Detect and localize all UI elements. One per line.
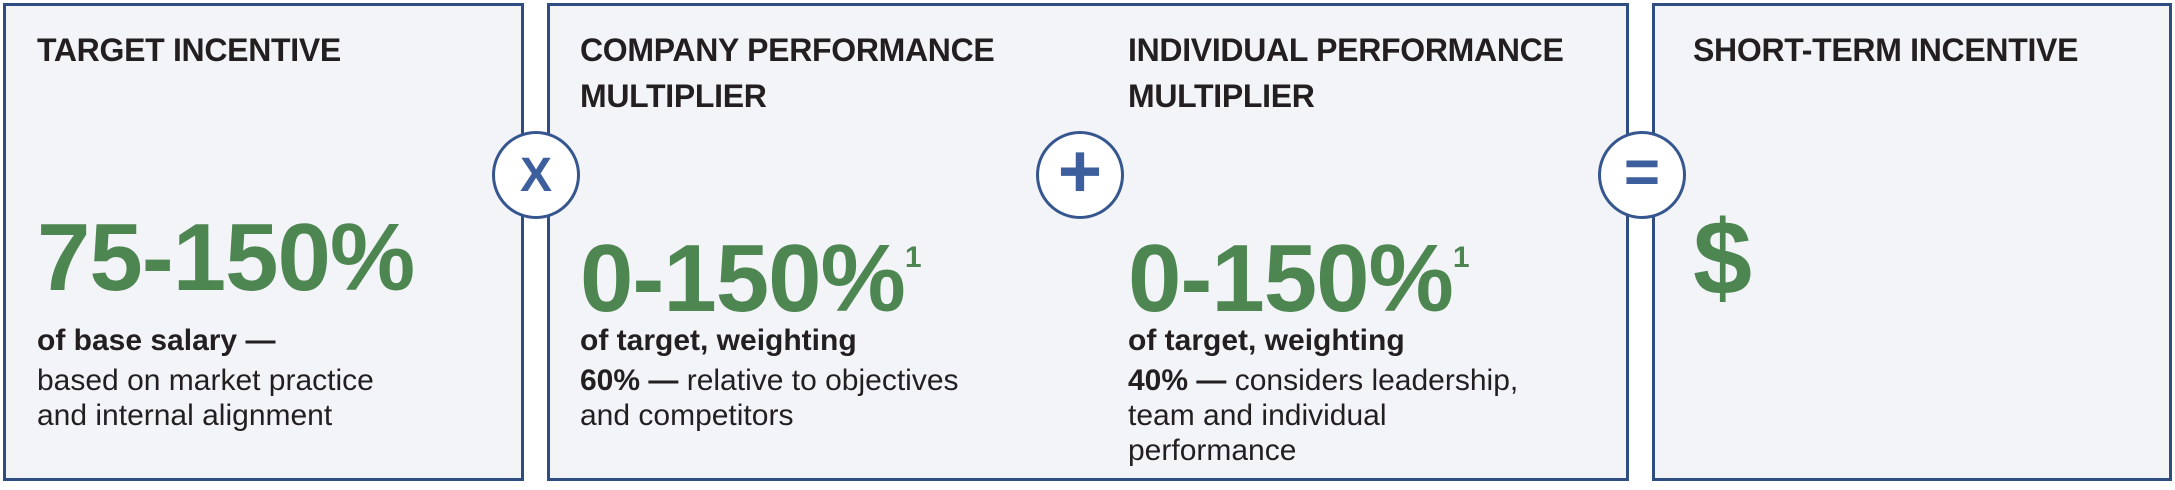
heading-line-2: MULTIPLIER	[580, 78, 767, 114]
panel-short-term-incentive: SHORT-TERM INCENTIVE $	[1652, 3, 2172, 481]
detail-line: 60% — relative to objectives	[580, 363, 1080, 398]
equals-operator-badge: =	[1598, 131, 1686, 219]
detail-line-bold: 40% —	[1128, 364, 1235, 397]
heading-line-1: TARGET INCENTIVE	[37, 32, 341, 68]
section-individual-performance-multiplier: INDIVIDUAL PERFORMANCE MULTIPLIER 0-150%…	[1128, 6, 1628, 478]
detail-line: and competitors	[580, 398, 1080, 433]
panel-target-incentive: TARGET INCENTIVE 75-150% of base salary …	[3, 3, 524, 481]
section-detail: of target, weighting 40% — considers lea…	[1128, 323, 1628, 468]
short-term-incentive-value: $	[1693, 205, 1752, 311]
detail-line-text: and competitors	[580, 399, 794, 432]
heading-line-1: SHORT-TERM INCENTIVE	[1693, 32, 2079, 68]
detail-lead: of target, weighting	[1128, 324, 1405, 357]
section-heading: COMPANY PERFORMANCE MULTIPLIER	[580, 27, 995, 119]
section-company-performance-multiplier: COMPANY PERFORMANCE MULTIPLIER 0-150%1 o…	[580, 6, 1080, 478]
value-text: 0-150%	[1128, 225, 1454, 332]
dollar-sign: $	[1693, 199, 1752, 317]
value-text: 0-150%	[580, 225, 906, 332]
detail-line-text: based on market practice	[37, 364, 374, 397]
section-target-incentive: TARGET INCENTIVE 75-150% of base salary …	[37, 6, 507, 478]
section-heading: SHORT-TERM INCENTIVE	[1693, 27, 2078, 73]
heading-line-1: COMPANY PERFORMANCE	[580, 32, 995, 68]
footnote-superscript: 1	[904, 241, 922, 274]
value-text: 75-150%	[37, 204, 415, 311]
section-heading: TARGET INCENTIVE	[37, 27, 341, 73]
plus-icon: +	[1057, 128, 1103, 214]
section-detail: of base salary — based on market practic…	[37, 323, 507, 433]
multiply-icon: X	[519, 148, 552, 202]
panel-performance-multipliers: COMPANY PERFORMANCE MULTIPLIER 0-150%1 o…	[547, 3, 1629, 481]
detail-line: based on market practice	[37, 363, 507, 398]
heading-line-1: INDIVIDUAL PERFORMANCE	[1128, 32, 1564, 68]
detail-line: 40% — considers leadership,	[1128, 363, 1628, 398]
section-short-term-incentive: SHORT-TERM INCENTIVE $	[1693, 6, 2153, 478]
individual-multiplier-value: 0-150%1	[1128, 208, 1470, 329]
detail-line-text: team and individual	[1128, 399, 1387, 432]
equals-icon: =	[1623, 137, 1661, 207]
company-multiplier-value: 0-150%1	[580, 208, 922, 329]
detail-line: performance	[1128, 433, 1628, 468]
detail-line-text: considers leadership,	[1234, 364, 1519, 397]
detail-lead: of base salary —	[37, 324, 276, 357]
plus-operator-badge: +	[1036, 128, 1124, 219]
section-detail: of target, weighting 60% — relative to o…	[580, 323, 1080, 433]
detail-line: and internal alignment	[37, 398, 507, 433]
heading-line-2: MULTIPLIER	[1128, 78, 1315, 114]
detail-line: team and individual	[1128, 398, 1628, 433]
detail-line-text: and internal alignment	[37, 399, 333, 432]
section-heading: INDIVIDUAL PERFORMANCE MULTIPLIER	[1128, 27, 1564, 119]
multiply-operator-badge: X	[492, 131, 580, 219]
detail-line-bold: 60% —	[580, 364, 687, 397]
target-incentive-value: 75-150%	[37, 208, 415, 308]
detail-line-text: relative to objectives	[686, 364, 959, 397]
detail-lead: of target, weighting	[580, 324, 857, 357]
detail-line-text: performance	[1128, 434, 1297, 467]
footnote-superscript: 1	[1452, 241, 1470, 274]
